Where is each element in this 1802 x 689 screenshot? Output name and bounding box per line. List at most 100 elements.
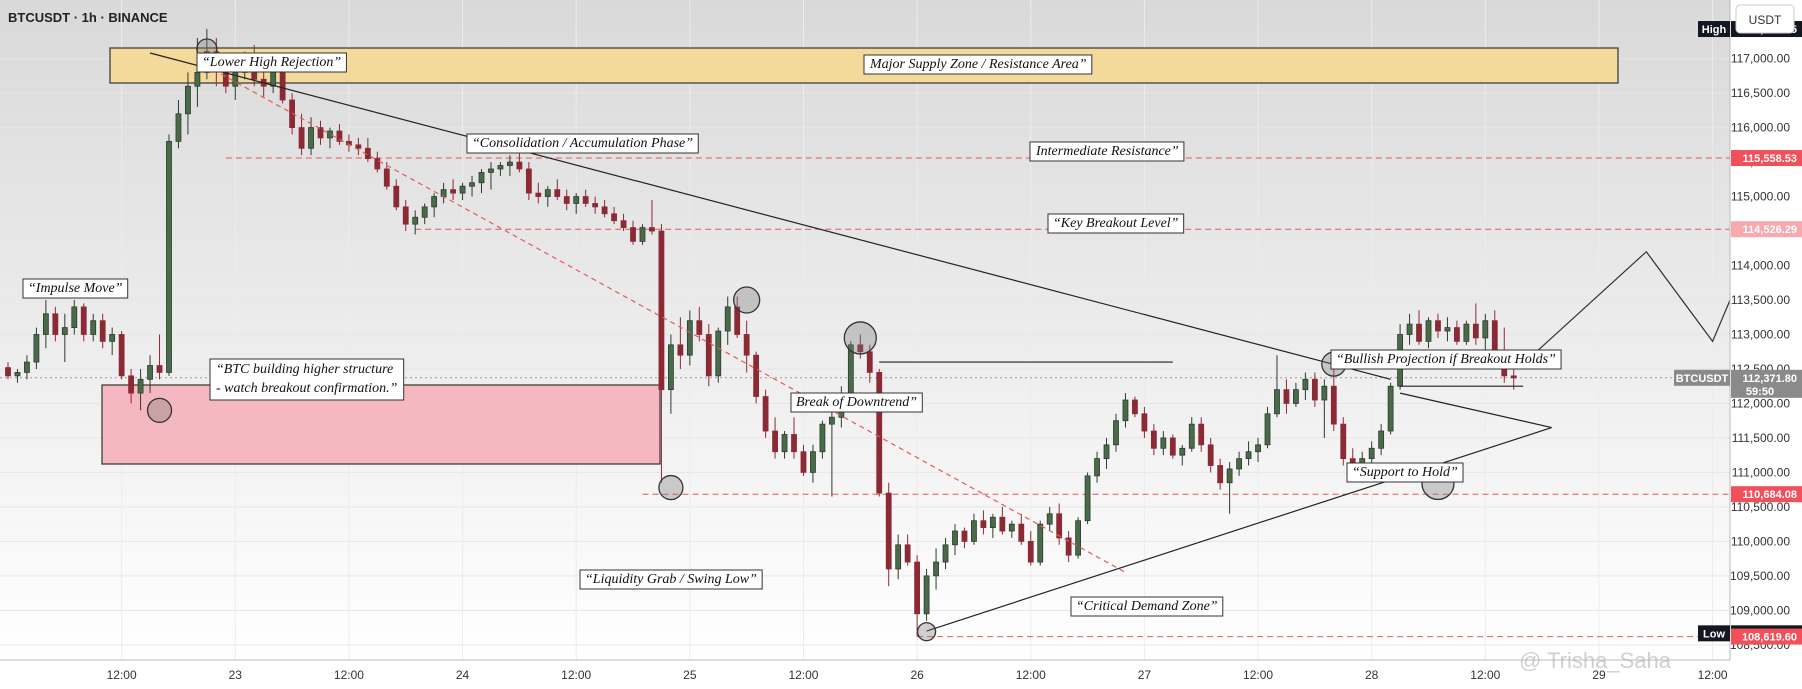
candle-body [582,196,589,204]
candle [1179,444,1186,466]
annot-break-downtrend: Break of Downtrend” [790,392,923,413]
candle [478,168,485,194]
candle [61,313,68,363]
candle [1406,313,1413,345]
candle [620,213,627,232]
price-axis[interactable] [1730,0,1802,660]
candle [383,162,390,190]
annot-structure-line2: - watch breakout confirmation.” [216,381,398,396]
annot-critical-demand-box [1070,596,1224,617]
candle-body [1425,320,1432,342]
candle-body [1198,423,1205,446]
candle [1198,417,1205,452]
candle [1435,313,1441,338]
candle-body [402,206,409,225]
annot-supply-zone-box [863,54,1093,75]
plot-background [0,0,1730,660]
candle-body [459,185,466,194]
candle-body [649,227,655,232]
candle-body [800,451,807,473]
candle-body [885,492,892,570]
candle-body [42,313,49,335]
candle-body [933,561,939,577]
y-tick-label: 113,500.00 [1731,293,1790,307]
annot-impulse: “Impulse Move” [22,278,129,299]
candle [1122,393,1129,428]
candle [942,537,949,569]
candle [781,431,788,459]
candle [1264,406,1271,449]
candle-body [819,423,826,453]
candle-body [563,196,570,204]
x-tick-label: 12:00 [1470,668,1500,682]
candle-body [828,416,835,425]
annot-support-box [1346,462,1464,483]
candle [71,300,78,335]
candle-body [421,206,428,218]
candle [933,548,939,590]
candle-body [308,127,314,149]
candle-body [1510,375,1517,379]
candle [649,200,655,235]
candle [563,189,570,211]
candle-body [469,182,475,187]
annot-structure-box [209,358,405,401]
candle-body [185,85,191,115]
candle [1065,531,1072,563]
trend-drawings [146,38,1802,642]
candle-body [137,378,144,394]
annot-break-downtrend-text: Break of Downtrend” [796,395,917,410]
candle [298,113,305,156]
y-tick-label: 116,500.00 [1731,86,1790,100]
dashed-downtrend-line [197,60,1126,573]
y-tick-label: 114,000.00 [1731,259,1790,273]
annot-consolidation-text: “Consolidation / Accumulation Phase” [472,136,693,151]
candle [762,389,769,438]
candle-body [80,306,87,335]
candle-body [1463,323,1470,342]
annot-structure-line1: “BTC building higher structure [216,362,393,377]
candle-body [1141,413,1148,432]
annot-impulse-box [22,278,129,299]
candle [535,182,542,204]
candle-body [1406,323,1413,335]
candle-body [1444,327,1451,332]
pivot-circle [658,474,684,501]
candle-body [544,189,551,197]
currency-button[interactable]: USDT [1735,4,1795,34]
candle [1103,437,1110,469]
candle [1416,310,1422,345]
candle-body [724,306,731,332]
candle [14,368,21,383]
candle [989,513,996,538]
candle-body [1094,458,1100,477]
candle-body [1416,323,1422,342]
y-tick-label: 109,000.00 [1730,603,1790,617]
candle [525,162,532,200]
candle [1283,379,1290,414]
candle-body [1472,323,1479,339]
candle [1330,368,1337,432]
horizontal-levels [0,157,1730,638]
candle [128,368,135,404]
ascending-trendline [926,427,1552,632]
candle [99,313,106,349]
candle-body [1255,444,1261,453]
x-tick-label: 28 [1365,668,1379,682]
candle [118,331,125,380]
candle [544,186,551,207]
annot-structure: “BTC building higher structure - watch br… [209,358,405,401]
candle-body [1217,465,1224,484]
candle-body [1132,399,1138,415]
time-axis[interactable] [0,660,1802,689]
candle-body [1368,447,1375,460]
annotations: “Lower High Rejection” Major Supply Zone … [22,52,1562,617]
candle [1141,406,1148,438]
candle-body [412,216,419,225]
candle [734,296,741,338]
candle [772,417,778,459]
candle [705,324,712,387]
